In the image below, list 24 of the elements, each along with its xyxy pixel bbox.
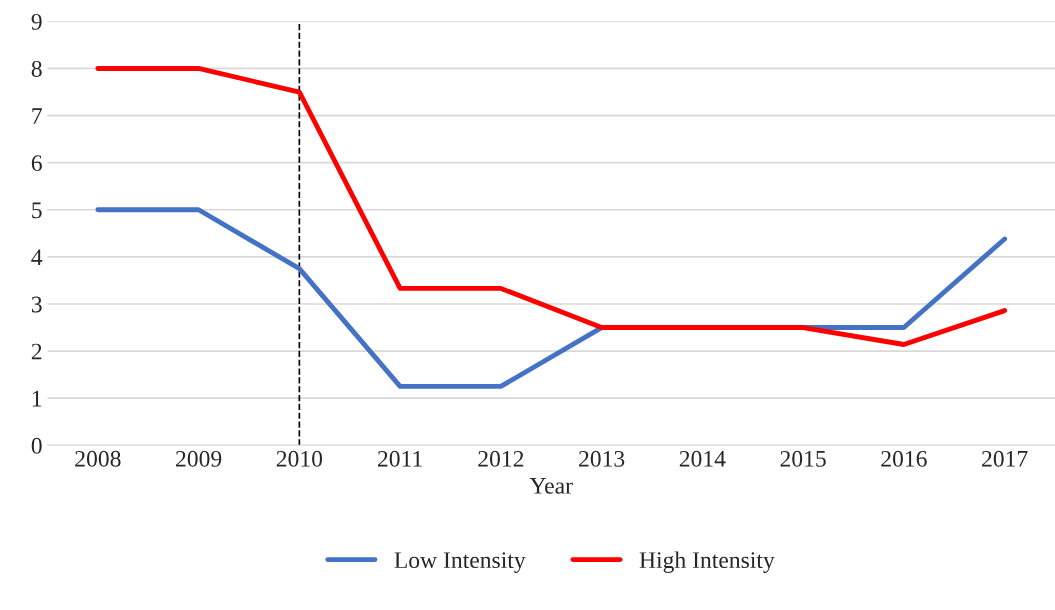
x-tick-label: 2014: [679, 450, 726, 467]
x-tick-label: 2012: [478, 450, 524, 467]
y-tick-label: 4: [31, 249, 43, 266]
legend-label: High Intensity: [639, 551, 775, 573]
x-tick-label: 2011: [377, 450, 422, 467]
x-tick-label: 2008: [75, 450, 121, 467]
y-tick-label: 3: [31, 296, 42, 313]
y-tick-label: 1: [32, 390, 42, 407]
y-tick-label: 8: [31, 60, 42, 77]
x-tick-label: 2015: [780, 450, 826, 467]
x-tick-label: 2016: [881, 450, 927, 467]
legend-label: Low Intensity: [394, 552, 526, 573]
x-tick-label: 2010: [276, 450, 323, 467]
y-tick-label: 6: [31, 155, 42, 172]
y-tick-label: 9: [31, 13, 42, 30]
line-series: [95, 66, 1008, 347]
y-tick-label: 7: [32, 108, 42, 124]
x-tick-label: 2009: [176, 450, 222, 467]
x-axis-title: Year: [529, 478, 573, 494]
y-tick-label: 0: [31, 437, 42, 454]
y-tick-label: 5: [32, 202, 42, 219]
x-tick-label: 2013: [579, 450, 625, 467]
x-tick-label: 2017: [982, 450, 1028, 467]
y-tick-label: 2: [31, 343, 42, 360]
